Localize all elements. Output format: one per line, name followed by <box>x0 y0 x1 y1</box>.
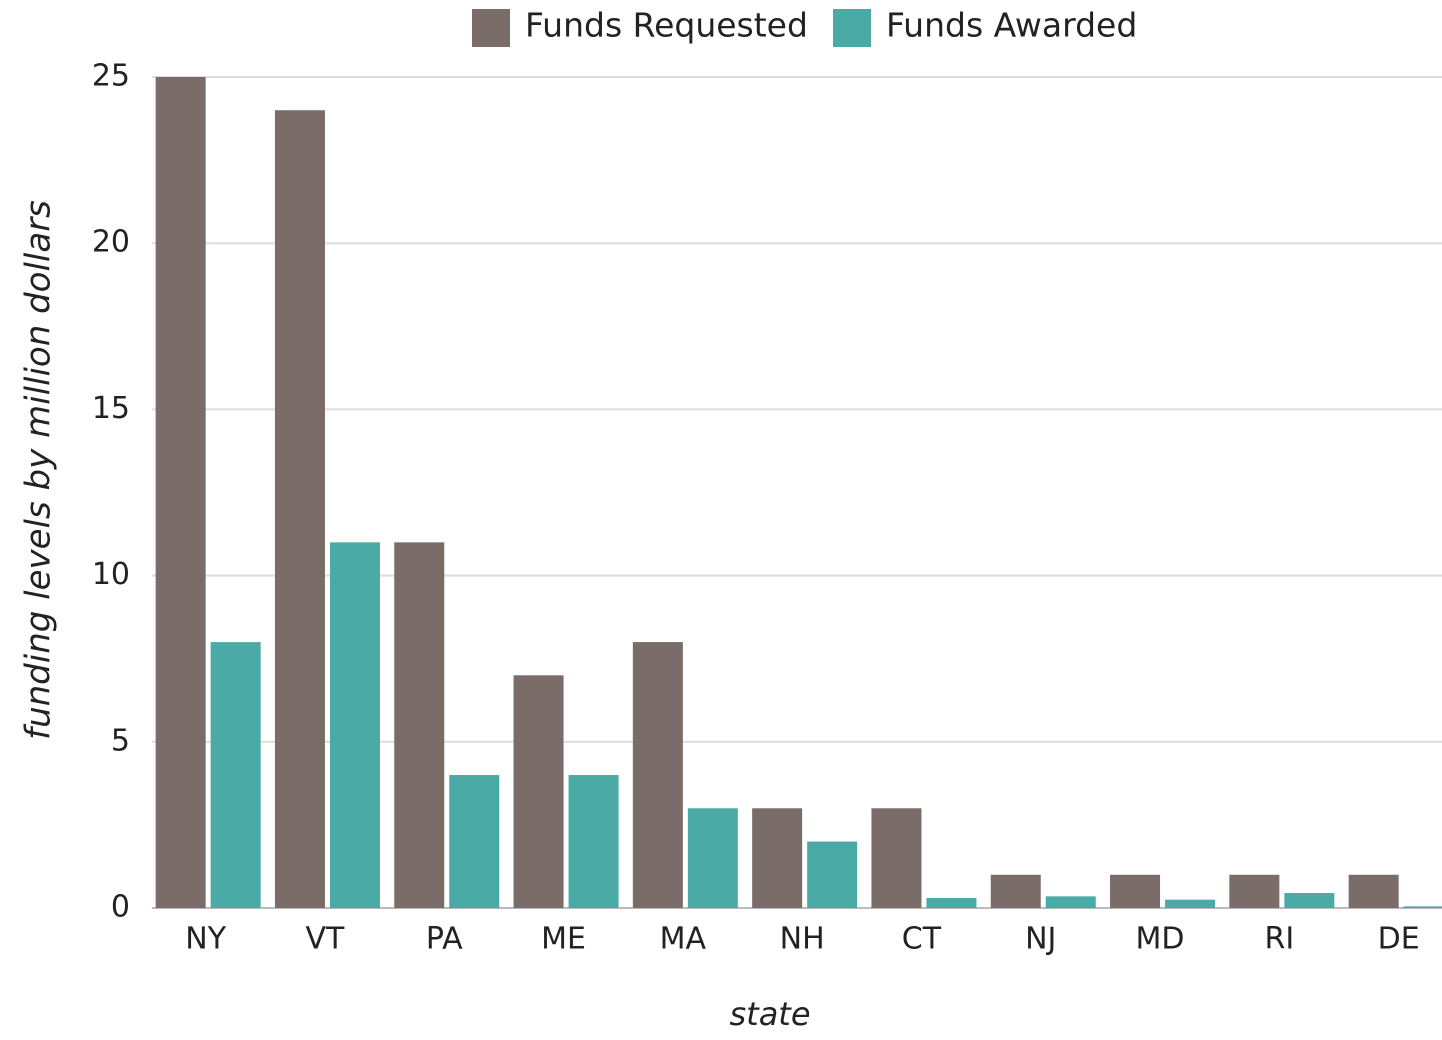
x-tick-label: NY <box>185 922 226 957</box>
x-tick-label: NJ <box>1025 922 1056 957</box>
x-axis-label: state <box>729 995 810 1033</box>
bar <box>1403 906 1442 908</box>
x-tick-label: RI <box>1264 922 1294 957</box>
x-tick-label: MA <box>660 922 707 957</box>
x-tick-label: CT <box>902 922 942 957</box>
x-tick-label: MD <box>1136 922 1185 957</box>
x-tick-label: NH <box>780 922 825 957</box>
y-tick-label: 25 <box>92 59 130 94</box>
x-tick-label: ME <box>541 922 586 957</box>
x-tick-label: VT <box>306 922 346 957</box>
bar <box>807 841 858 908</box>
bar <box>155 77 206 908</box>
bar <box>210 642 261 908</box>
bar <box>926 898 977 908</box>
bar <box>1348 874 1399 908</box>
legend-swatch <box>833 9 871 47</box>
y-tick-label: 5 <box>111 723 130 758</box>
x-tick-label: DE <box>1378 922 1420 957</box>
legend-label: Funds Awarded <box>886 6 1137 45</box>
y-axis-label: funding levels by million dollars <box>19 200 59 740</box>
bar <box>687 808 738 908</box>
y-tick-label: 15 <box>92 391 130 426</box>
y-tick-label: 10 <box>92 557 130 592</box>
bar <box>1165 899 1216 908</box>
bar <box>394 542 445 908</box>
bar <box>513 675 564 908</box>
bar <box>632 642 683 908</box>
bar <box>990 874 1041 908</box>
bar <box>871 808 922 908</box>
bar <box>752 808 803 908</box>
bar <box>568 775 619 908</box>
bar <box>1045 896 1096 908</box>
y-tick-label: 0 <box>111 890 130 925</box>
bar <box>1229 874 1280 908</box>
bar <box>449 775 500 908</box>
bar <box>329 542 380 908</box>
bar <box>1284 893 1335 908</box>
x-tick-label: PA <box>426 922 463 957</box>
legend-label: Funds Requested <box>525 6 808 45</box>
legend-swatch <box>472 9 510 47</box>
y-tick-label: 20 <box>92 225 130 260</box>
bar <box>274 110 325 909</box>
bar <box>1110 874 1161 908</box>
